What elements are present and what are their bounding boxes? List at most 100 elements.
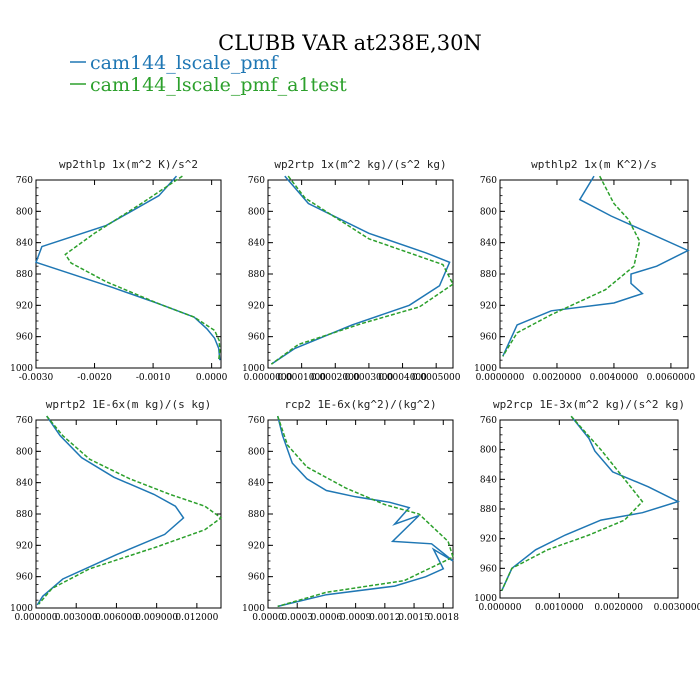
x-tick-label: 0.0060000 bbox=[647, 373, 696, 383]
y-tick-label: 800 bbox=[248, 207, 265, 217]
y-tick-label: 800 bbox=[480, 207, 497, 217]
y-tick-label: 960 bbox=[248, 573, 265, 583]
plot-frame bbox=[499, 179, 689, 369]
y-tick-label: 880 bbox=[248, 510, 265, 520]
y-tick-label: 760 bbox=[16, 176, 33, 186]
x-tick-label: 0.0040000 bbox=[590, 373, 639, 383]
legend: cam144_lscale_pmf cam144_lscale_pmf_a1te… bbox=[70, 52, 347, 96]
series-line-2 bbox=[276, 415, 454, 608]
y-tick-label: 760 bbox=[16, 416, 33, 426]
y-tick-label: 880 bbox=[480, 270, 497, 280]
y-tick-label: 960 bbox=[480, 333, 497, 343]
x-tick-label: -0.0030 bbox=[19, 373, 54, 383]
subplot-title: wp2thlp 1x(m^2 K)/s^2 bbox=[59, 158, 198, 171]
subplot-6: wp2rcp 1E-3x(m^2 kg)/(s^2 kg) 760 800 840 88… bbox=[474, 398, 700, 613]
y-tick-label: 760 bbox=[248, 416, 265, 426]
series-line-1 bbox=[276, 415, 454, 608]
y-tick-label: 960 bbox=[248, 333, 265, 343]
legend-label-2: cam144_lscale_pmf_a1test bbox=[90, 74, 347, 96]
subplot-title: wpthlp2 1x(m K^2)/s bbox=[531, 158, 657, 171]
series-line-1 bbox=[36, 415, 185, 606]
series-line-2 bbox=[270, 175, 454, 365]
x-tick-label: 0.0003 bbox=[281, 613, 313, 623]
y-tick-label: 960 bbox=[16, 333, 33, 343]
figure-title: CLUBB VAR at238E,30N bbox=[218, 31, 482, 55]
y-tick-label: 1000 bbox=[10, 364, 33, 374]
series-line-2 bbox=[502, 175, 641, 357]
subplot-4: wprtp2 1E-6x(m kg)/(s kg) 760 800 840 880 920… bbox=[10, 398, 223, 623]
y-tick-label: 880 bbox=[248, 270, 265, 280]
x-tick-label: 0.0004000 bbox=[378, 373, 427, 383]
y-tick-label: 960 bbox=[16, 573, 33, 583]
y-tick-label: 1000 bbox=[10, 604, 33, 614]
x-tick-label: 0.006000 bbox=[95, 613, 138, 623]
y-tick-label: 920 bbox=[16, 541, 33, 551]
series-line-1 bbox=[501, 415, 681, 591]
y-tick-label: 760 bbox=[480, 416, 497, 426]
subplot-1: wp2thlp 1x(m^2 K)/s^2 760 800 840 880 920 960 1… bbox=[10, 158, 228, 383]
x-tick-label: 0.0009 bbox=[340, 613, 372, 623]
series-line-1 bbox=[502, 175, 690, 357]
x-tick-label: 0.0005000 bbox=[412, 373, 461, 383]
y-tick-label: 880 bbox=[16, 270, 33, 280]
plot-frame bbox=[35, 419, 222, 609]
plot-frame bbox=[267, 419, 454, 609]
y-tick-label: 840 bbox=[16, 479, 33, 489]
subplot-3: wpthlp2 1x(m K^2)/s 760 800 840 880 920 960 100… bbox=[474, 158, 695, 383]
series-line-2 bbox=[501, 415, 644, 591]
x-tick-label: 0.0002000 bbox=[311, 373, 360, 383]
y-tick-label: 920 bbox=[480, 535, 497, 545]
y-tick-label: 800 bbox=[248, 447, 265, 457]
x-tick-label: 0.000000 bbox=[15, 613, 58, 623]
y-tick-label: 840 bbox=[480, 239, 497, 249]
x-tick-label: 0.0001000 bbox=[277, 373, 326, 383]
x-tick-label: 0.0020000 bbox=[533, 373, 582, 383]
subplot-title: wp2rtp 1x(m^2 kg)/(s^2 kg) bbox=[274, 158, 446, 171]
x-tick-label: 0.0003000 bbox=[345, 373, 394, 383]
x-tick-label: 0.0015 bbox=[398, 613, 430, 623]
y-tick-label: 920 bbox=[248, 541, 265, 551]
plot-frame bbox=[267, 179, 454, 369]
subplot-title: wprtp2 1E-6x(m kg)/(s kg) bbox=[46, 398, 212, 411]
x-tick-label: 0.0000000 bbox=[476, 373, 525, 383]
y-tick-label: 760 bbox=[248, 176, 265, 186]
y-tick-label: 1000 bbox=[242, 364, 265, 374]
x-tick-label: 0.0030000 bbox=[654, 603, 700, 613]
y-tick-label: 840 bbox=[480, 475, 497, 485]
y-tick-label: 920 bbox=[480, 301, 497, 311]
subplot-grid: wp2thlp 1x(m^2 K)/s^2 760 800 840 880 920 960 1… bbox=[10, 158, 700, 623]
y-tick-label: 840 bbox=[16, 239, 33, 249]
y-tick-label: 960 bbox=[480, 564, 497, 574]
legend-label-1: cam144_lscale_pmf bbox=[90, 52, 280, 74]
x-tick-label: 0.0010000 bbox=[535, 603, 584, 613]
series-line-2 bbox=[38, 415, 223, 605]
x-tick-label: -0.0020 bbox=[77, 373, 112, 383]
y-tick-label: 840 bbox=[248, 479, 265, 489]
x-tick-label: 0.0000 bbox=[196, 373, 228, 383]
x-tick-label: 0.0000 bbox=[252, 613, 284, 623]
x-tick-label: 0.0006 bbox=[311, 613, 343, 623]
x-tick-label: 0.012000 bbox=[175, 613, 218, 623]
x-tick-label: 0.0012 bbox=[369, 613, 401, 623]
subplot-title: rcp2 1E-6x(kg^2)/(kg^2) bbox=[284, 398, 436, 411]
y-tick-label: 760 bbox=[480, 176, 497, 186]
y-tick-label: 800 bbox=[16, 207, 33, 217]
subplot-title: wp2rcp 1E-3x(m^2 kg)/(s^2 kg) bbox=[493, 398, 685, 411]
x-tick-label: 0.003000 bbox=[55, 613, 98, 623]
x-tick-label: 0.0020000 bbox=[594, 603, 643, 613]
x-tick-label: 0.000000 bbox=[479, 603, 522, 613]
series-line-1 bbox=[35, 175, 221, 361]
x-tick-label: 0.0018 bbox=[428, 613, 460, 623]
x-tick-label: -0.0010 bbox=[136, 373, 171, 383]
x-tick-label: 0.009000 bbox=[135, 613, 178, 623]
series-line-1 bbox=[270, 175, 451, 365]
y-tick-label: 800 bbox=[16, 447, 33, 457]
y-tick-label: 1000 bbox=[474, 364, 497, 374]
subplot-5: rcp2 1E-6x(kg^2)/(kg^2) 760 800 840 880 920 96… bbox=[242, 398, 459, 623]
y-tick-label: 840 bbox=[248, 239, 265, 249]
y-tick-label: 880 bbox=[16, 510, 33, 520]
y-tick-label: 1000 bbox=[474, 594, 497, 604]
y-tick-label: 920 bbox=[16, 301, 33, 311]
y-tick-label: 920 bbox=[248, 301, 265, 311]
